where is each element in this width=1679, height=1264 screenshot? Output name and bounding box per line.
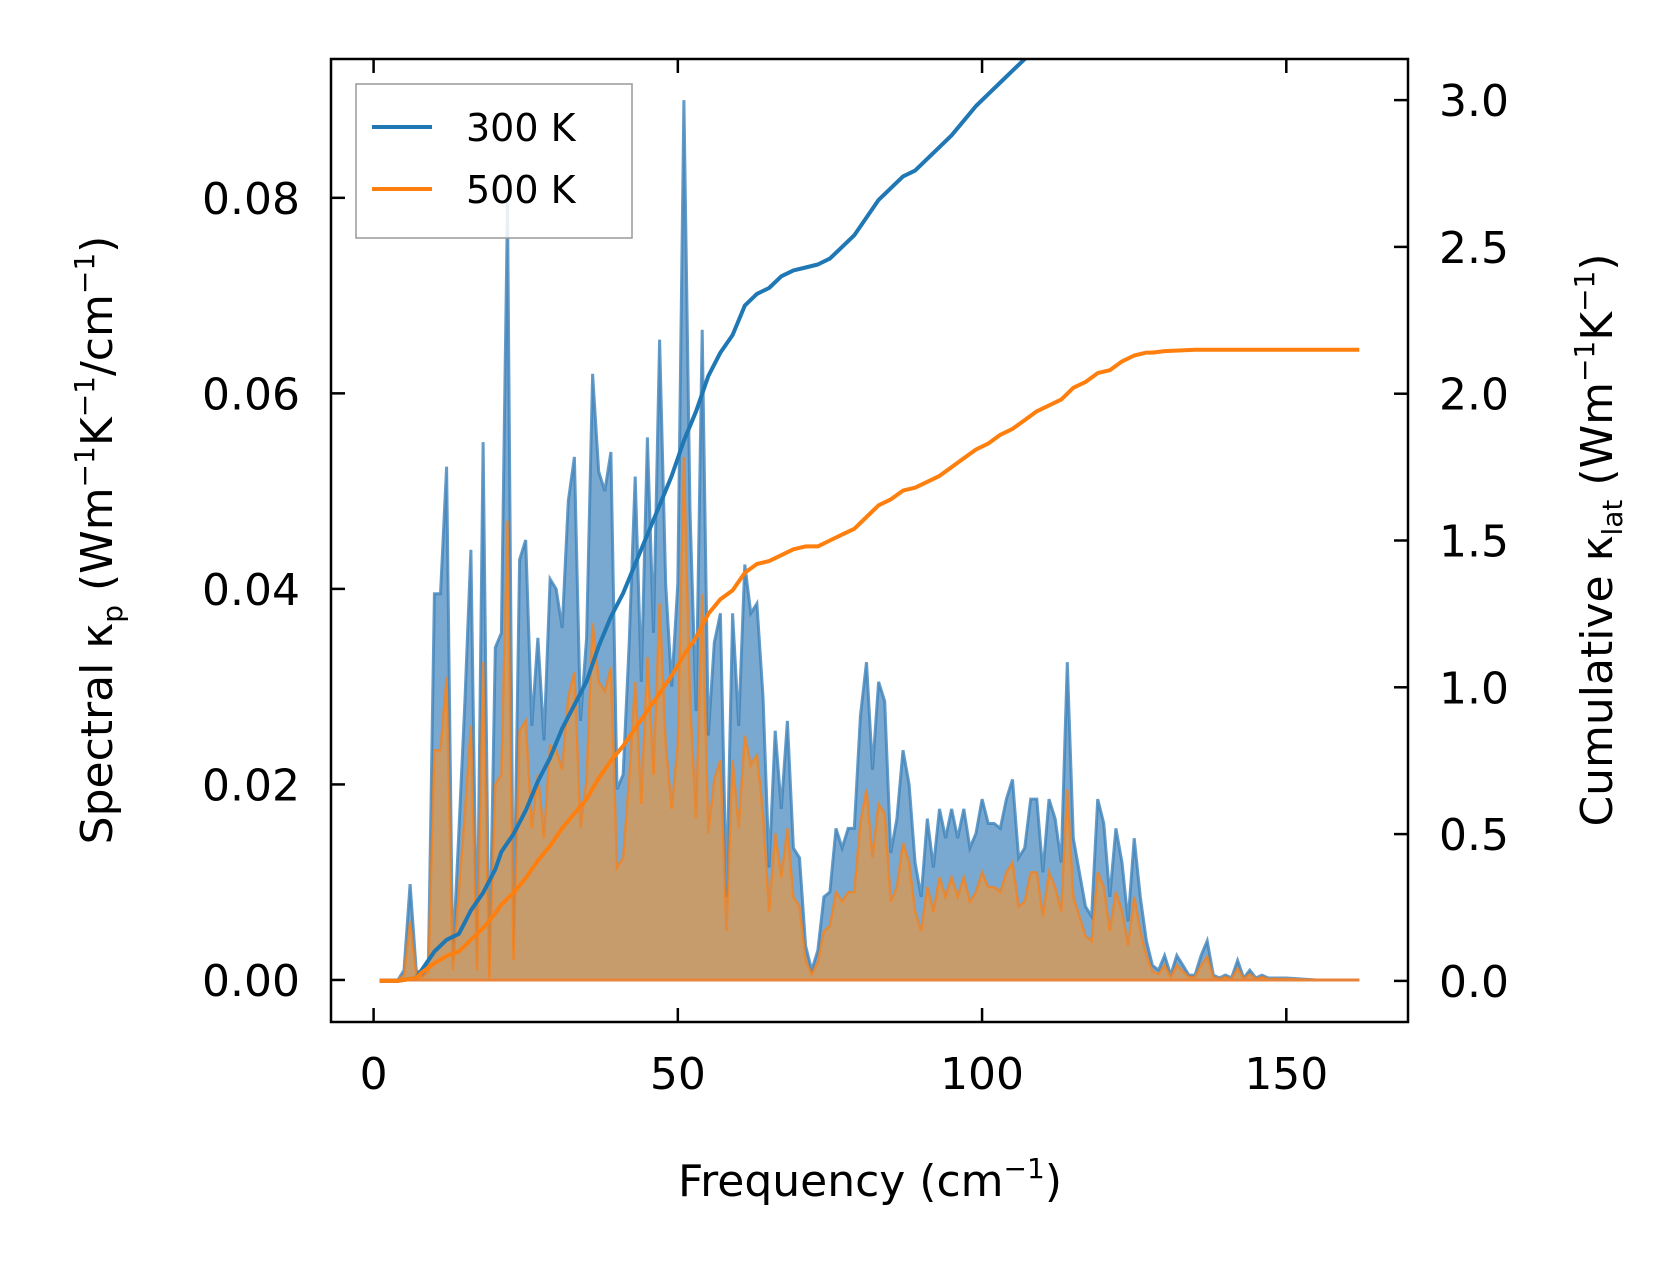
plot-area [379,59,1360,983]
x-axis-label: Frequency (cm−1) [678,1152,1062,1207]
x-tick-label: 150 [1244,1049,1328,1100]
spectral-areas [379,100,1360,982]
y-right-tick-label: 2.0 [1439,370,1509,421]
y-left-tick-label: 0.08 [202,174,300,225]
y-left-tick-label: 0.04 [202,565,300,616]
x-tick-label: 50 [650,1049,706,1100]
spectral-area-300k [379,100,1360,982]
spectral-area-500k [379,456,1360,982]
y-left-tick-label: 0.06 [202,369,300,420]
cumulative-lines [379,59,1360,983]
y-axis-left-label: Spectral κp (Wm−1K−1/cm−1) [68,236,129,845]
y-right-tick-label: 0.0 [1439,957,1509,1008]
legend-label-300k: 300 K [466,106,577,150]
y-axis-right-label: Cumulative κlat (Wm−1K−1) [1568,253,1629,826]
legend-box [355,83,633,239]
y-left-tick-label: 0.00 [202,956,300,1007]
cumulative-line-300k [379,59,1028,983]
y-right-tick-label: 2.5 [1439,223,1509,274]
y-right-tick-label: 1.0 [1439,663,1509,714]
legend: 300 K 500 K [355,83,633,239]
y-right-tick-label: 0.5 [1439,810,1509,861]
axis-tick-labels: 0 50 100 150 0.00 0.02 0.04 0.06 0.08 0.0 0.5 1.0 1.… [202,76,1509,1100]
x-tick-label: 100 [940,1049,1024,1100]
y-right-tick-label: 3.0 [1439,76,1509,127]
axis-ticks [331,59,1408,1022]
legend-label-500k: 500 K [466,168,577,212]
y-right-tick-label: 1.5 [1439,517,1509,568]
y-left-tick-label: 0.02 [202,760,300,811]
cumulative-line-500k [379,347,1360,983]
x-tick-label: 0 [360,1049,388,1100]
